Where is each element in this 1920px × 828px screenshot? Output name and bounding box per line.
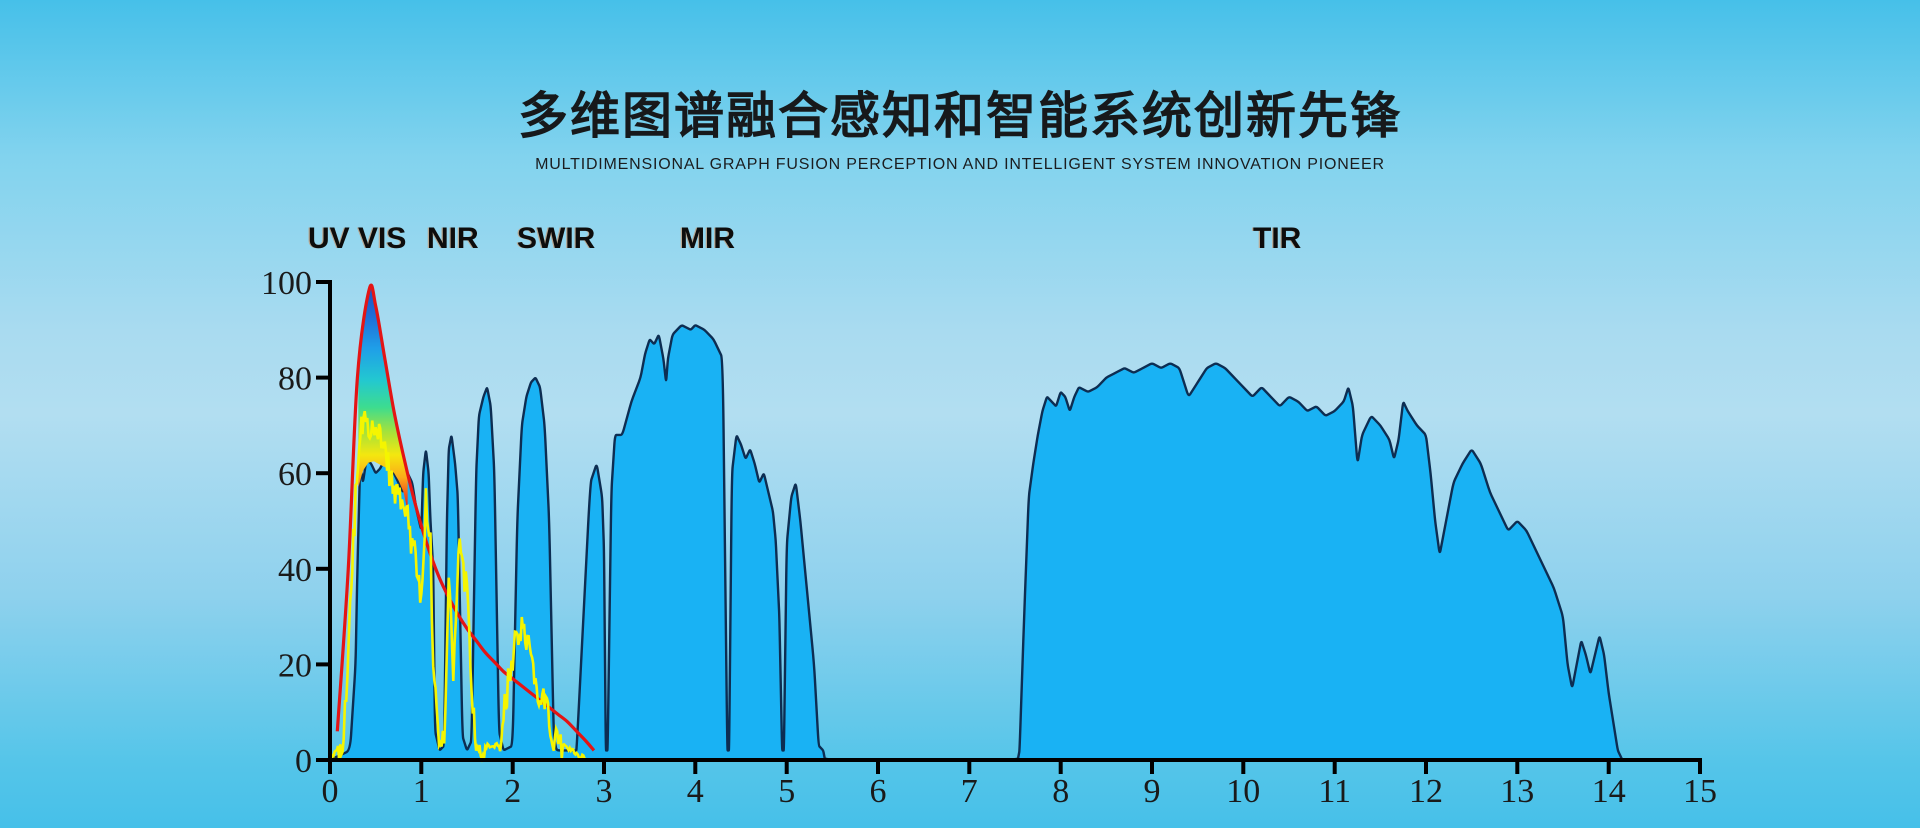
svg-text:5: 5 xyxy=(778,773,795,810)
svg-text:2: 2 xyxy=(504,773,521,810)
svg-text:14: 14 xyxy=(1592,773,1626,810)
svg-text:1: 1 xyxy=(413,773,430,810)
svg-text:9: 9 xyxy=(1144,773,1161,810)
svg-text:6: 6 xyxy=(870,773,887,810)
svg-text:80: 80 xyxy=(278,361,312,398)
svg-text:10: 10 xyxy=(1226,773,1260,810)
svg-text:4: 4 xyxy=(687,773,704,810)
svg-text:3: 3 xyxy=(596,773,613,810)
svg-text:0: 0 xyxy=(322,773,339,810)
svg-text:60: 60 xyxy=(278,456,312,493)
svg-text:20: 20 xyxy=(278,647,312,684)
svg-text:100: 100 xyxy=(261,265,312,302)
svg-text:8: 8 xyxy=(1052,773,1069,810)
svg-text:12: 12 xyxy=(1409,773,1443,810)
svg-text:0: 0 xyxy=(295,743,312,780)
svg-text:11: 11 xyxy=(1318,773,1351,810)
svg-text:15: 15 xyxy=(1683,773,1717,810)
svg-text:7: 7 xyxy=(961,773,978,810)
svg-text:40: 40 xyxy=(278,552,312,589)
svg-text:13: 13 xyxy=(1500,773,1534,810)
